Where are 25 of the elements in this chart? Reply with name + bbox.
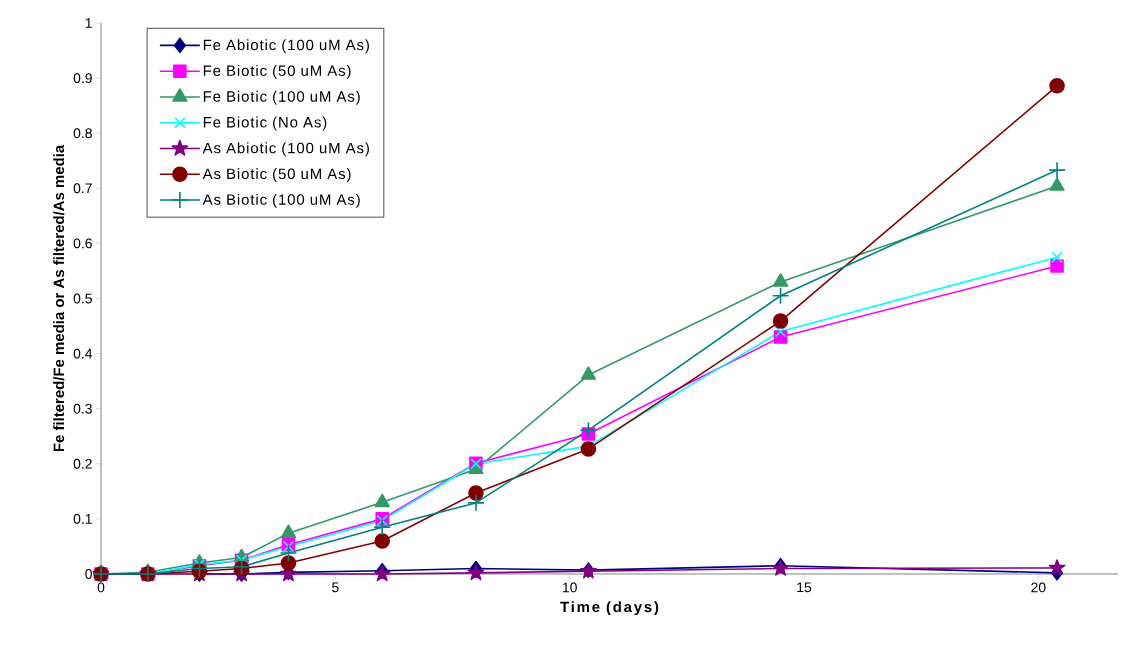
y-tick-label: 0.1 — [73, 513, 92, 524]
x-tick-label: 10 — [562, 582, 577, 593]
y-tick-label: 0.9 — [73, 73, 92, 84]
legend-label: Fe Biotic (50 uM As) — [203, 65, 351, 79]
y-tick-label: 0.4 — [73, 348, 93, 359]
legend-label: Fe Biotic (No As) — [203, 116, 327, 131]
y-tick-label: 0.3 — [73, 403, 92, 414]
y-tick-label: 0 — [85, 569, 92, 579]
x-tick-label: 0 — [97, 582, 105, 593]
y-tick-label: 0.6 — [73, 238, 92, 249]
y-axis-title: Fe filtered/Fe media or As filtered/As media — [53, 144, 65, 452]
y-tick-label: 0.8 — [73, 128, 92, 139]
legend-label: As Biotic (50 uM As) — [202, 168, 351, 183]
legend-label: Fe Abiotic (100 uM As) — [203, 39, 369, 54]
x-tick-label: 20 — [1031, 582, 1046, 593]
x-axis-title: Time (days) — [560, 601, 659, 616]
y-tick-label: 0.5 — [73, 293, 92, 304]
x-tick-label: 15 — [797, 582, 812, 593]
x-tick-label: 5 — [332, 582, 339, 593]
y-tick-label: 1 — [85, 18, 92, 28]
legend-label: As Biotic (100 uM As) — [202, 193, 360, 208]
legend-label: Fe Biotic (100 uM As) — [203, 90, 360, 105]
legend-label: As Abiotic (100 uM As) — [202, 142, 369, 157]
y-tick-label: 0.7 — [73, 183, 92, 194]
y-tick-label: 0.2 — [73, 458, 92, 469]
